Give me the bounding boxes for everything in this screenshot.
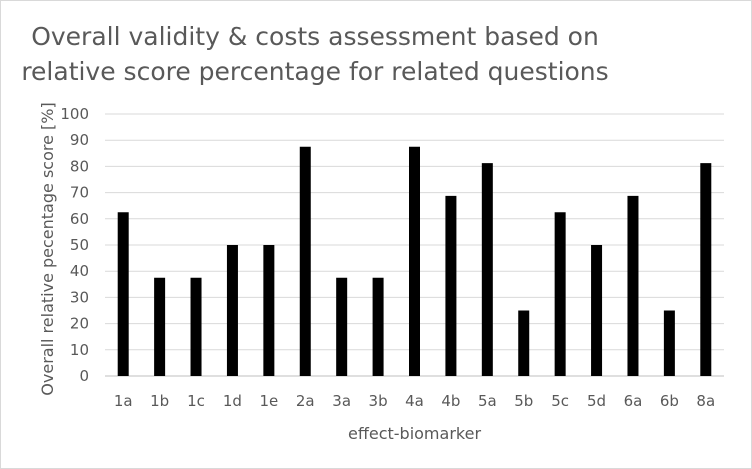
bar-4a [409, 146, 420, 376]
x-tick-label: 5b [514, 392, 533, 410]
x-tick-label: 5d [587, 392, 606, 410]
x-tick-label: 4a [405, 392, 424, 410]
y-axis-title: Overall relative pecentage score [%] [38, 102, 57, 395]
y-tick-label: 100 [60, 105, 89, 123]
bar-1a [117, 212, 129, 376]
bar-1e [263, 245, 275, 376]
x-tick-label: 1a [114, 392, 133, 410]
x-tick-label: 2a [296, 392, 315, 410]
bar-1d [226, 245, 238, 376]
x-axis-ticks: 1a 1b 1c 1d 1e 2a 3a 3b 4a 4b 5a 5b 5c 5d 6a 6b 8a [114, 392, 715, 410]
bar-3b [372, 277, 384, 376]
bar-5b [518, 310, 530, 376]
x-tick-label: 3a [332, 392, 351, 410]
y-tick-label: 0 [79, 367, 89, 385]
chart-title-line-2: relative score percentage for related qu… [21, 57, 609, 86]
x-tick-label: 6b [660, 392, 679, 410]
bar-8a [700, 163, 712, 376]
x-tick-label: 1c [187, 392, 205, 410]
y-tick-label: 20 [70, 315, 89, 333]
bar-2a [299, 146, 311, 376]
x-tick-label: 5a [478, 392, 497, 410]
bar-5a [481, 163, 493, 376]
y-tick-label: 40 [70, 262, 89, 280]
bar-3a [336, 277, 348, 376]
y-tick-label: 10 [70, 341, 89, 359]
x-tick-label: 1d [223, 392, 242, 410]
x-axis-title: effect-biomarker [348, 424, 481, 443]
bar-1b [154, 277, 166, 376]
x-tick-label: 3b [369, 392, 388, 410]
y-tick-label: 70 [70, 184, 89, 202]
chart-title-line-1: Overall validity & costs assessment base… [31, 22, 599, 51]
x-tick-label: 4b [441, 392, 460, 410]
x-tick-label: 1e [259, 392, 278, 410]
y-tick-label: 30 [70, 288, 89, 306]
x-tick-label: 1b [150, 392, 169, 410]
bar-6b [663, 310, 675, 376]
bars [117, 146, 712, 376]
y-tick-label: 50 [70, 236, 89, 254]
bar-5c [554, 212, 566, 376]
x-tick-label: 6a [624, 392, 643, 410]
y-tick-label: 80 [70, 157, 89, 175]
x-tick-label: 8a [696, 392, 715, 410]
y-tick-label: 60 [70, 210, 89, 228]
x-tick-label: 5c [551, 392, 569, 410]
bar-6a [627, 195, 639, 376]
bar-1c [190, 277, 202, 376]
y-axis-ticks: 0 10 20 30 40 50 60 70 80 90 100 [60, 105, 89, 385]
bar-4b [445, 195, 457, 376]
bar-5d [591, 245, 603, 376]
y-tick-label: 90 [70, 131, 89, 149]
chart-title: Overall validity & costs assessment base… [1, 19, 752, 89]
